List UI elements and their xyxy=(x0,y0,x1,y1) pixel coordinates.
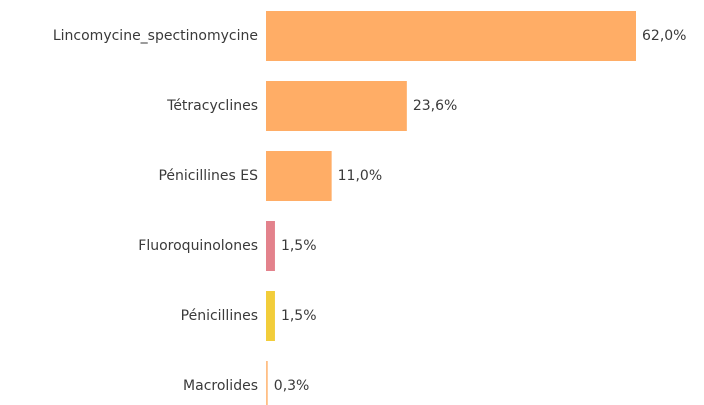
bar xyxy=(266,291,275,341)
category-label: Fluoroquinolones xyxy=(138,238,258,254)
value-label: 23,6% xyxy=(413,98,457,114)
bar xyxy=(266,221,275,271)
value-label: 1,5% xyxy=(281,308,317,324)
bar xyxy=(266,11,636,61)
bar xyxy=(266,151,332,201)
bar xyxy=(266,81,407,131)
category-label: Macrolides xyxy=(183,378,258,394)
category-label: Tétracyclines xyxy=(166,98,258,114)
bar xyxy=(266,361,268,405)
value-label: 11,0% xyxy=(338,168,382,184)
value-label: 1,5% xyxy=(281,238,317,254)
value-label: 62,0% xyxy=(642,28,686,44)
value-label: 0,3% xyxy=(274,378,310,394)
category-label: Pénicillines ES xyxy=(158,168,258,184)
category-label: Pénicillines xyxy=(181,308,258,324)
category-label: Lincomycine_spectinomycine xyxy=(53,28,258,44)
